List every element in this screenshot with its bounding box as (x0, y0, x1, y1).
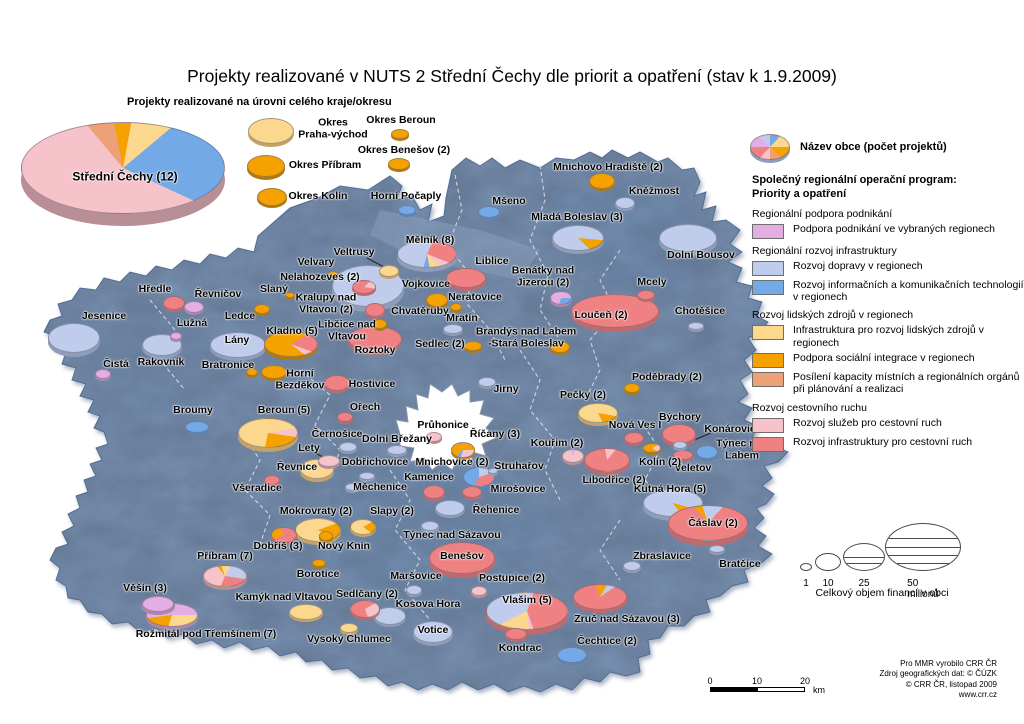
scale-label-10: 10 (751, 676, 763, 686)
legend-swatch-red (752, 436, 784, 452)
legend-group-header: Rozvoj cestovního ruchu (752, 401, 867, 414)
credit-line: Pro MMR vyrobilo CRR ČR (900, 659, 997, 668)
legend-item-label: Podpora sociální integrace v regionech (793, 352, 975, 364)
legend-program-title-line2: Priority a opatření (752, 187, 847, 200)
legend-item-label: Rozvoj informačních a komunikačních tech… (793, 278, 1024, 303)
legend-swatch-lightblue (752, 260, 784, 276)
page-title: Projekty realizované v NUTS 2 Střední Če… (187, 66, 837, 86)
size-legend-value: 10 (822, 578, 834, 589)
legend-item-label: Rozvoj služeb pro cestovní ruch (793, 416, 942, 429)
scale-bar-segment-black (710, 687, 757, 692)
credit-line: © CRR ČR, listopad 2009 (905, 679, 997, 689)
size-legend-circle (885, 523, 961, 571)
size-legend-circle (843, 543, 885, 571)
legend-group-header: Regionální podpora podnikání (752, 207, 893, 220)
legend-swatch-pink (752, 417, 784, 433)
legend-item: Rozvoj infrastruktury pro cestovní ruch (752, 436, 1024, 452)
legend-swatch-salmon (752, 372, 784, 387)
legend-swatch-cream (752, 325, 784, 341)
legend-town-pie-label: Název obce (počet projektů) (800, 141, 947, 153)
legend-item-label: Posílení kapacity místních a regionálníc… (793, 371, 1020, 396)
legend-program-title: Společný regionální operační program: Pr… (752, 174, 1024, 202)
legend-item: Posílení kapacity místních a regionálníc… (752, 371, 1024, 396)
legend-panel: Společný regionální operační program: Pr… (752, 174, 1024, 455)
legend-item: Infrastruktura pro rozvoj lidských zdroj… (752, 324, 1024, 349)
size-legend-caption: Celkový objem financí v obci (815, 587, 949, 599)
legend-swatch-blue (752, 279, 784, 295)
legend-item-label: Rozvoj dopravy v regionech (793, 259, 923, 272)
legend-item-label: Rozvoj infrastruktury pro cestovní ruch (793, 435, 973, 448)
kraj-legend-title: Projekty realizované na úrovni celého kr… (127, 96, 392, 108)
legend-swatch-violet (752, 223, 784, 239)
credit-line: www.crr.cz (958, 690, 997, 700)
legend-item-label: Infrastruktura pro rozvoj lidských zdroj… (793, 324, 984, 349)
credits: Pro MMR vyrobilo CRR ČR Zdroj geografick… (880, 659, 998, 701)
shade-patch (330, 460, 560, 620)
legend-item: Podpora sociální integrace v regionech (752, 352, 1024, 368)
size-legend-circle (815, 553, 841, 571)
size-legend-chord (844, 557, 884, 558)
legend-item-label: Podpora podnikání ve vybraných regionech (793, 222, 995, 235)
size-legend-chord (886, 547, 960, 548)
size-legend-value: 50 milionů (907, 578, 939, 600)
size-legend-chord (886, 537, 960, 539)
legend-group-header: Regionální rozvoj infrastruktury (752, 244, 897, 257)
size-legend-chord (886, 562, 960, 564)
legend-item: Podpora podnikání ve vybraných regionech (752, 223, 1024, 239)
legend-groups: Regionální podpora podnikání Podpora podn… (752, 208, 1024, 452)
scale-label-20: 20 (799, 676, 811, 686)
size-legend-circle (800, 563, 812, 571)
size-legend-value: 25 (858, 578, 870, 589)
scale-label-0: 0 (707, 676, 713, 686)
scale-unit: km (813, 685, 825, 695)
legend-group-header: Rozvoj lidských zdrojů v regionech (752, 309, 914, 322)
scale-bar-segment-white (757, 687, 805, 692)
size-legend-chord (886, 555, 960, 557)
legend-item: Rozvoj informačních a komunikačních tech… (752, 279, 1024, 304)
legend-swatch-orange (752, 353, 784, 368)
legend-item: Rozvoj služeb pro cestovní ruch (752, 417, 1024, 433)
legend-item: Rozvoj dopravy v regionech (752, 260, 1024, 276)
shade-patch (80, 300, 230, 420)
credit-line: Zdroj geografických dat: © ČÚZK (879, 669, 998, 679)
size-legend-value: 1 (803, 578, 809, 589)
shade-patch (540, 180, 720, 300)
size-legend-chord (844, 563, 884, 565)
legend-program-title-line1: Společný regionální operační program: (752, 174, 957, 186)
